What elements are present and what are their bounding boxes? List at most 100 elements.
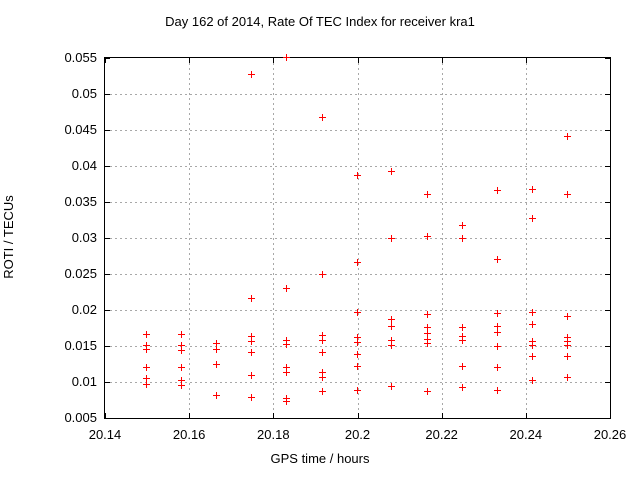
x-tick-label: 20.22 bbox=[425, 427, 458, 442]
data-point-marker bbox=[423, 324, 431, 331]
data-point-marker bbox=[388, 168, 396, 176]
data-point-marker bbox=[318, 349, 326, 357]
y-tick-label: 0.01 bbox=[71, 374, 97, 389]
x-tick-label: 20.16 bbox=[172, 427, 206, 442]
data-point-marker bbox=[283, 54, 291, 61]
data-point-marker bbox=[143, 375, 151, 383]
data-point-marker bbox=[493, 343, 501, 351]
data-point-marker bbox=[353, 172, 361, 180]
data-point-marker bbox=[493, 323, 501, 331]
data-point-marker bbox=[388, 323, 396, 331]
y-gridline bbox=[105, 382, 610, 383]
y-tick-mark bbox=[605, 94, 610, 95]
y-gridline bbox=[105, 166, 610, 167]
data-point-marker bbox=[563, 190, 571, 198]
y-gridline bbox=[105, 94, 610, 95]
data-point-marker bbox=[248, 349, 256, 357]
y-tick-mark bbox=[605, 346, 610, 347]
data-point-marker bbox=[213, 345, 221, 353]
data-point-marker bbox=[248, 372, 256, 380]
x-tick-label: 20.24 bbox=[509, 427, 543, 442]
data-point-marker bbox=[318, 113, 326, 121]
data-point-marker bbox=[493, 386, 501, 394]
x-tick-mark bbox=[610, 58, 611, 63]
data-point-marker bbox=[423, 339, 431, 347]
y-tick-mark bbox=[605, 382, 610, 383]
data-point-marker bbox=[458, 384, 466, 392]
x-tick-label: 20.14 bbox=[88, 427, 122, 442]
y-tick-label: 0.005 bbox=[64, 410, 97, 425]
data-point-marker bbox=[353, 259, 361, 267]
data-point-marker bbox=[213, 391, 221, 399]
x-tick-mark bbox=[189, 413, 191, 418]
data-point-marker bbox=[458, 336, 466, 344]
y-tick-label: 0.02 bbox=[71, 302, 97, 317]
x-tick-label: 20.18 bbox=[257, 427, 290, 442]
data-point-marker bbox=[563, 334, 571, 342]
data-point-marker bbox=[318, 388, 326, 396]
data-point-marker bbox=[283, 340, 291, 348]
y-tick-mark bbox=[105, 58, 110, 59]
data-point-marker bbox=[563, 337, 571, 345]
data-point-marker bbox=[563, 373, 571, 381]
data-point-marker bbox=[458, 362, 466, 370]
data-point-marker bbox=[178, 363, 185, 371]
data-point-marker bbox=[353, 334, 361, 342]
data-point-marker bbox=[528, 321, 536, 329]
data-point-marker bbox=[248, 71, 256, 79]
data-point-marker bbox=[458, 324, 466, 331]
y-tick-mark bbox=[605, 310, 610, 311]
y-tick-label: 0.045 bbox=[64, 122, 97, 137]
y-tick-mark bbox=[105, 202, 110, 203]
y-tick-mark bbox=[105, 418, 110, 419]
data-point-marker bbox=[528, 186, 536, 194]
y-tick-label: 0.015 bbox=[64, 338, 97, 353]
data-point-marker bbox=[353, 339, 361, 347]
y-tick-label: 0.055 bbox=[64, 50, 97, 65]
data-point-marker bbox=[143, 342, 151, 349]
x-tick-mark bbox=[357, 58, 359, 63]
data-point-marker bbox=[563, 313, 571, 321]
data-point-marker bbox=[388, 336, 396, 344]
data-point-marker bbox=[423, 335, 431, 343]
data-point-marker bbox=[423, 329, 431, 337]
data-point-marker bbox=[178, 376, 185, 384]
y-tick-mark bbox=[105, 310, 110, 311]
data-point-marker bbox=[423, 233, 431, 241]
chart-title: Day 162 of 2014, Rate Of TEC Index for r… bbox=[165, 14, 475, 29]
x-tick-mark bbox=[273, 58, 275, 63]
y-tick-mark bbox=[605, 418, 610, 419]
y-tick-mark bbox=[105, 346, 110, 347]
data-point-marker bbox=[283, 369, 291, 377]
y-tick-mark bbox=[605, 130, 610, 131]
y-gridline bbox=[105, 310, 610, 311]
data-point-marker bbox=[493, 187, 501, 195]
data-point-marker bbox=[248, 337, 256, 345]
data-point-marker bbox=[458, 234, 466, 242]
data-point-marker bbox=[353, 308, 361, 316]
y-tick-mark bbox=[605, 58, 610, 59]
data-point-marker bbox=[423, 311, 431, 319]
data-point-marker bbox=[213, 339, 221, 347]
y-tick-label: 0.035 bbox=[64, 194, 97, 209]
y-tick-mark bbox=[605, 274, 610, 275]
x-tick-label: 20.2 bbox=[344, 427, 371, 442]
data-point-marker bbox=[318, 373, 326, 381]
y-tick-label: 0.025 bbox=[64, 266, 97, 281]
y-tick-mark bbox=[605, 166, 610, 167]
y-tick-label: 0.03 bbox=[71, 230, 97, 245]
y-tick-mark bbox=[105, 274, 110, 275]
data-point-marker bbox=[528, 308, 536, 316]
data-point-marker bbox=[283, 285, 291, 293]
data-point-marker bbox=[388, 316, 396, 324]
data-point-marker bbox=[353, 387, 361, 395]
y-tick-mark bbox=[105, 166, 110, 167]
x-axis-label: GPS time / hours bbox=[270, 451, 370, 466]
data-point-marker bbox=[388, 342, 396, 349]
data-point-marker bbox=[423, 190, 431, 198]
data-point-marker bbox=[458, 333, 466, 341]
data-point-marker bbox=[563, 352, 571, 360]
data-point-marker bbox=[283, 398, 291, 406]
x-tick-mark bbox=[273, 413, 275, 418]
